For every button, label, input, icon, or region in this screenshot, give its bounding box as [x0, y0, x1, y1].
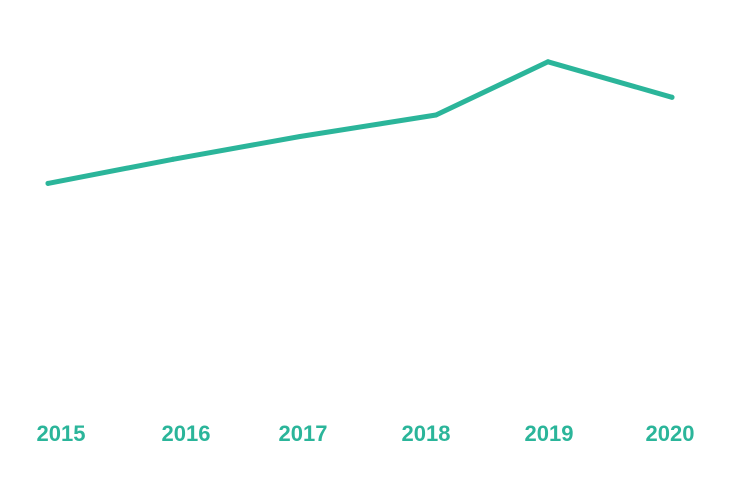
- data-points: [45, 59, 675, 186]
- x-tick-label: 2020: [646, 421, 695, 446]
- x-tick-label: 2018: [402, 421, 451, 446]
- x-axis-tick-labels: 2015 2016 2017 2018 2019 2020: [37, 421, 695, 446]
- data-point-2018: [433, 112, 439, 118]
- x-tick-label: 2017: [279, 421, 328, 446]
- data-point-2017: [297, 134, 303, 139]
- x-tick-label: 2016: [162, 421, 211, 446]
- data-point-2019: [545, 59, 551, 65]
- data-point-2015: [45, 180, 51, 186]
- x-tick-label: 2019: [525, 421, 574, 446]
- x-tick-label: 2015: [37, 421, 86, 446]
- series-line: [45, 59, 675, 186]
- data-point-2016: [170, 156, 176, 162]
- data-point-2020: [669, 94, 675, 100]
